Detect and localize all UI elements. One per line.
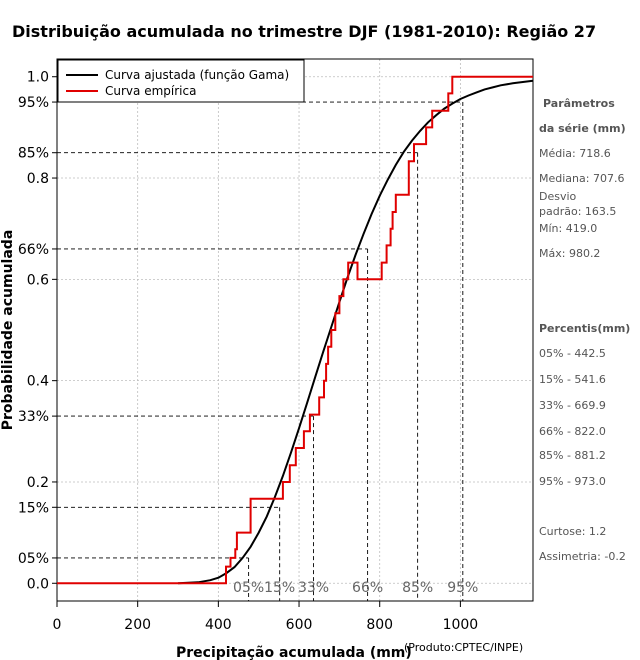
legend-box (57, 59, 305, 103)
stat-desvio-line1: Desvio (539, 190, 577, 203)
stat-assimetria: Assimetria: -0.2 (539, 550, 626, 563)
legend-label-empirical: Curva empírica (105, 84, 196, 98)
percentil-05: 05% - 442.5 (539, 347, 606, 360)
x-tick-label-1000: 1000 (443, 617, 479, 633)
guide-label-05%: 05% (233, 580, 264, 596)
stat-desvio-line2: padrão: 163.5 (539, 205, 616, 218)
stat-curtose: Curtose: 1.2 (539, 525, 606, 538)
y-tick-label-95%: 95% (18, 95, 49, 111)
y-tick-label-85%: 85% (18, 146, 49, 162)
y-tick-label-0.8: 0.8 (27, 171, 49, 187)
guide-label-85%: 85% (402, 580, 433, 596)
stat-media: Média: 718.6 (539, 147, 611, 160)
grid (56, 59, 533, 601)
y-tick-label-1.0: 1.0 (27, 70, 49, 86)
y-tick-label-0.2: 0.2 (27, 475, 49, 491)
credit-note: (Produto:CPTEC/INPE) (404, 641, 523, 654)
percentil-15: 15% - 541.6 (539, 373, 606, 386)
percentile-guides (57, 101, 464, 601)
legend-label-fitted: Curva ajustada (função Gama) (105, 68, 289, 82)
y-tick-label-15%: 15% (18, 500, 49, 516)
params-title-line1: Parâmetros (543, 97, 615, 110)
plot-area (56, 58, 534, 602)
guide-label-66%: 66% (352, 580, 383, 596)
y-tick-label-0.4: 0.4 (27, 374, 49, 390)
y-axis: 0.0 05% 15% 0.2 33% 0.4 0.6 66% 0.8 85% 95% 1.0 (18, 70, 57, 592)
empirical-curve (57, 75, 533, 585)
y-tick-label-66%: 66% (18, 242, 49, 258)
fitted-curve (177, 79, 534, 585)
stat-mediana: Mediana: 707.6 (539, 172, 624, 185)
y-tick-label-33%: 33% (18, 409, 49, 425)
stat-max: Máx: 980.2 (539, 247, 600, 260)
x-tick-label-200: 200 (124, 617, 151, 633)
percentil-95: 95% - 973.0 (539, 475, 606, 488)
guide-label-33%: 33% (298, 580, 329, 596)
guide-label-95%: 95% (447, 580, 478, 596)
x-tick-label-0: 0 (53, 617, 62, 633)
y-axis-title: Probabilidade acumulada (0, 230, 16, 431)
percentis-title: Percentis(mm) (539, 322, 630, 335)
x-tick-label-400: 400 (205, 617, 232, 633)
percentil-85: 85% - 881.2 (539, 449, 606, 462)
y-tick-label-05%: 05% (18, 551, 49, 567)
x-tick-label-800: 800 (366, 617, 393, 633)
x-axis: 0 200 400 600 800 1000 (53, 601, 479, 633)
series-group (57, 75, 534, 585)
y-tick-label-0.0: 0.0 (27, 576, 49, 592)
percentil-33: 33% - 669.9 (539, 399, 606, 412)
legend: Curva ajustada (função Gama) Curva empír… (57, 59, 305, 103)
stat-min: Mín: 419.0 (539, 222, 597, 235)
params-title-line2: da série (mm) (539, 122, 626, 135)
percentil-66: 66% - 822.0 (539, 425, 606, 438)
y-tick-label-0.6: 0.6 (27, 272, 49, 288)
guide-label-15%: 15% (264, 580, 295, 596)
chart-title: Distribuição acumulada no trimestre DJF … (12, 22, 596, 41)
x-tick-label-600: 600 (286, 617, 313, 633)
x-axis-title: Precipitação acumulada (mm) (176, 645, 412, 660)
guide-labels: 05% 15% 33% 66% 85% 95% (233, 580, 478, 596)
side-panel: Parâmetros da série (mm) Média: 718.6 Me… (539, 97, 630, 563)
